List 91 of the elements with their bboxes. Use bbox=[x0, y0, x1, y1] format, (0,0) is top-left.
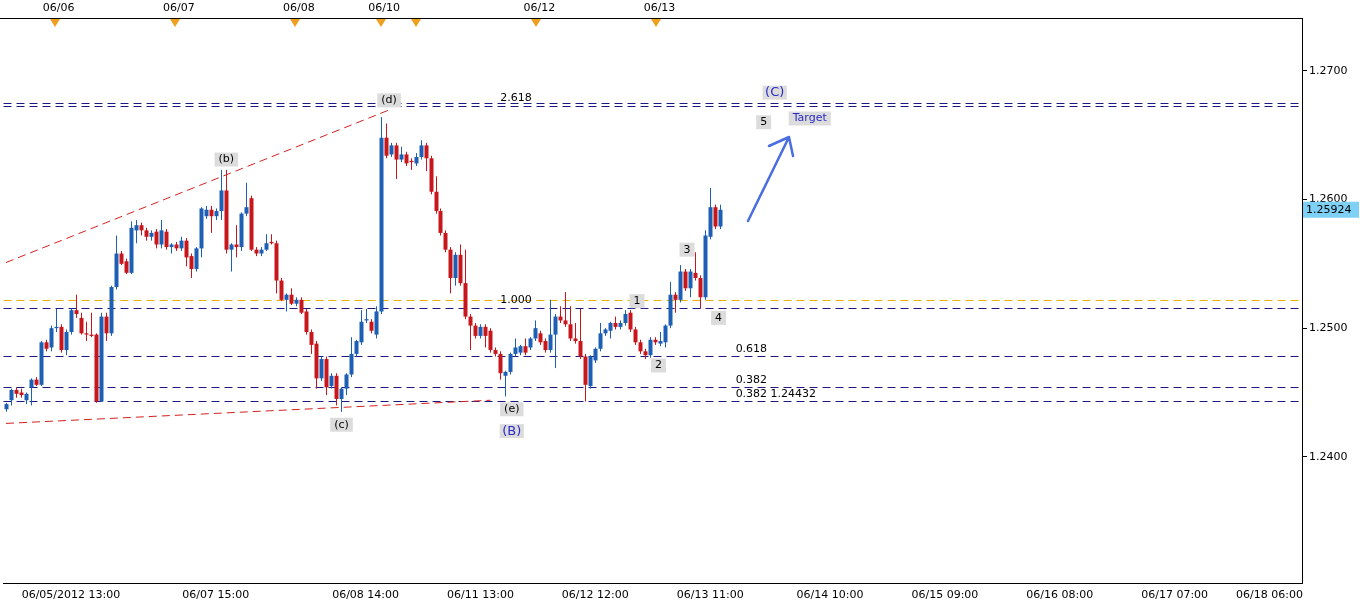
candlestick bbox=[698, 274, 703, 310]
x-tick-label: 06/18 06:00 bbox=[1236, 588, 1303, 602]
annotation: (B) bbox=[502, 422, 522, 438]
x-tick-label: 06/12 12:00 bbox=[561, 588, 629, 602]
x-tick-label: 06/05/2012 13:00 bbox=[21, 588, 121, 602]
annotation: 5 bbox=[760, 115, 768, 129]
candlestick bbox=[573, 322, 578, 345]
candlestick bbox=[334, 372, 339, 406]
annotation: 1 bbox=[633, 294, 641, 307]
x-tick-label: 06/16 08:00 bbox=[1026, 588, 1094, 602]
candlestick bbox=[374, 305, 379, 339]
candlestick bbox=[104, 312, 109, 342]
annotation: 0.382 bbox=[735, 372, 768, 386]
candlestick bbox=[29, 377, 34, 406]
candlestick bbox=[69, 308, 74, 336]
candlestick bbox=[339, 386, 344, 413]
text: 06/10 bbox=[368, 0, 400, 14]
candlestick bbox=[284, 292, 289, 312]
candlestick bbox=[568, 305, 573, 342]
annotation: 4 bbox=[715, 310, 723, 324]
candlestick bbox=[503, 370, 508, 397]
candlestick bbox=[194, 246, 199, 273]
candlestick bbox=[84, 321, 89, 342]
candlestick bbox=[154, 228, 159, 249]
x-tick-label: 06/15 09:00 bbox=[911, 588, 979, 602]
candlestick bbox=[648, 336, 653, 359]
candlestick bbox=[498, 350, 503, 381]
candlestick bbox=[713, 204, 718, 230]
annotation: (C) bbox=[765, 84, 785, 100]
candlestick bbox=[563, 291, 568, 328]
candlestick bbox=[384, 123, 389, 159]
candlestick bbox=[394, 142, 399, 180]
candlestick bbox=[578, 308, 583, 360]
candlestick bbox=[419, 139, 424, 161]
candlestick bbox=[628, 309, 633, 333]
candlestick bbox=[693, 251, 698, 282]
candlestick bbox=[319, 355, 324, 382]
candlestick bbox=[279, 277, 284, 302]
candlestick bbox=[79, 312, 84, 336]
candlestick bbox=[424, 142, 429, 172]
y-tick-label: 1.2500 bbox=[1309, 321, 1348, 335]
candlestick bbox=[553, 313, 558, 369]
annotation: 3 bbox=[683, 242, 691, 256]
text: 06/12 bbox=[523, 0, 556, 14]
annotation: (b) bbox=[218, 152, 235, 166]
candlestick bbox=[219, 169, 224, 221]
candlestick bbox=[244, 182, 249, 217]
x-tick-label: 06/13 11:00 bbox=[676, 588, 744, 602]
candlestick bbox=[349, 336, 354, 378]
candlestick bbox=[633, 326, 638, 346]
candlestick bbox=[59, 323, 64, 354]
candlestick bbox=[548, 299, 553, 354]
text: 06/13 bbox=[643, 0, 676, 14]
x-tick-label: 06/11 13:00 bbox=[447, 588, 514, 602]
candlestick bbox=[598, 322, 603, 352]
annotation: Target bbox=[791, 111, 828, 125]
candlestick bbox=[443, 229, 448, 253]
candlestick bbox=[663, 323, 668, 348]
annotation: 2 bbox=[655, 358, 663, 372]
candlestick bbox=[49, 325, 54, 352]
candlestick bbox=[453, 251, 458, 287]
text: 06/08 bbox=[283, 0, 315, 14]
candlestick bbox=[533, 319, 538, 342]
candlestick bbox=[673, 291, 678, 314]
candlestick bbox=[718, 204, 723, 230]
y-tick-label: 1.2700 bbox=[1309, 63, 1348, 77]
x-tick-label: 06/07 15:00 bbox=[182, 588, 250, 602]
candlestick bbox=[159, 219, 164, 249]
x-tick-label: 06/17 07:00 bbox=[1141, 588, 1209, 602]
annotation: 2.618 bbox=[500, 90, 532, 104]
candlestick bbox=[344, 372, 349, 396]
annotation: 0.618 bbox=[735, 341, 768, 355]
candlestick bbox=[229, 242, 234, 273]
x-tick-label: 06/14 10:00 bbox=[796, 588, 864, 602]
candlestick bbox=[683, 268, 688, 292]
candlestick bbox=[488, 327, 493, 354]
annotation: (e) bbox=[504, 402, 520, 416]
candlestick bbox=[209, 205, 214, 234]
candlestick bbox=[688, 268, 693, 298]
annotation: (d) bbox=[381, 93, 397, 107]
text: 06/06 bbox=[42, 0, 75, 14]
annotation: 0.382 1.24432 bbox=[735, 386, 817, 400]
candlestick bbox=[64, 328, 69, 356]
candlestick bbox=[164, 228, 169, 251]
x-tick-label: 06/08 14:00 bbox=[332, 588, 400, 602]
candlestick bbox=[468, 313, 473, 351]
annotation: (c) bbox=[334, 417, 349, 431]
candlestick bbox=[508, 352, 513, 375]
text: 06/07 bbox=[162, 0, 195, 14]
y-tick-label: 1.2400 bbox=[1309, 449, 1348, 463]
candlestick bbox=[74, 294, 79, 319]
